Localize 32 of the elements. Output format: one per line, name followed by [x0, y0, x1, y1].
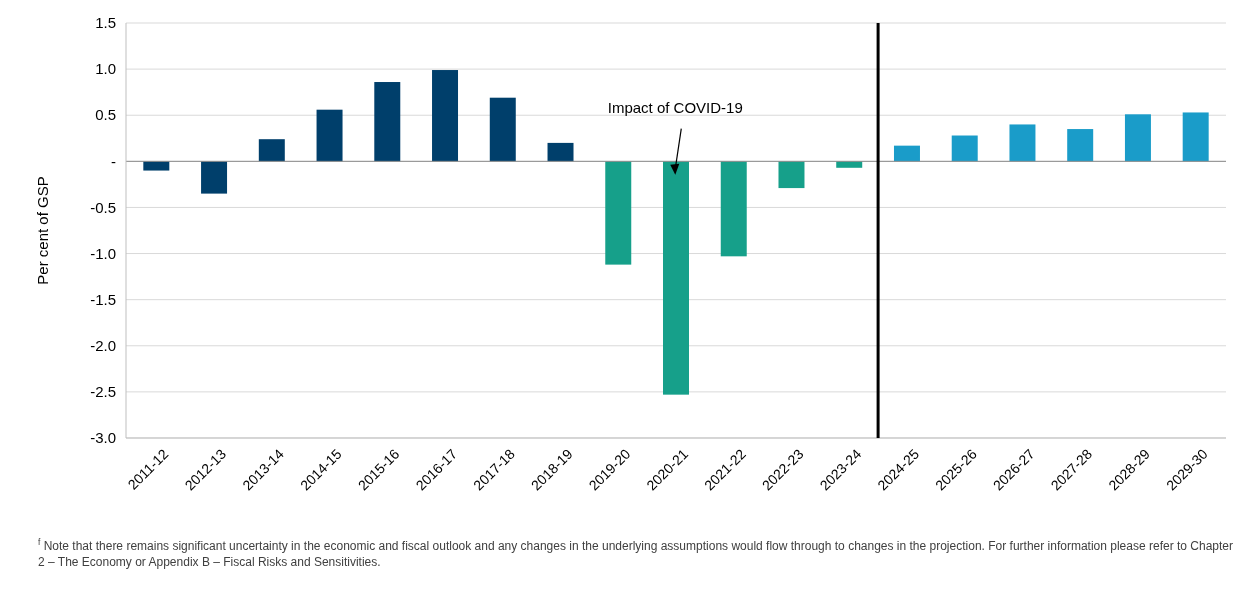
bar [1067, 129, 1094, 162]
bar [893, 145, 920, 162]
y-tick-label: -2.5 [90, 383, 116, 401]
y-tick-label: 1.0 [95, 60, 116, 78]
bar [489, 97, 516, 162]
bar [836, 161, 863, 168]
bar [1124, 114, 1151, 162]
y-tick-label: -3.0 [90, 429, 116, 447]
bar [1009, 124, 1036, 162]
y-tick-label: 0.5 [95, 106, 116, 124]
bar [951, 135, 978, 162]
y-tick-label: -1.0 [90, 244, 116, 262]
bar [432, 70, 459, 162]
bar [143, 161, 170, 171]
bar [258, 139, 285, 162]
y-tick-label: -0.5 [90, 198, 116, 216]
y-axis-title: Per cent of GSP [34, 176, 51, 285]
bar [547, 142, 574, 162]
y-tick-label: 1.5 [95, 14, 116, 32]
bar [201, 161, 228, 194]
text: $^{f}$ Note that there remains significant uncertainty in the economic and fiscal outlook and any changes in the underlying assumptions would flow through to changes in the projection. For further information please refer to Chapter 2 – The Economy or Appendix B – Fiscal Risks and Sensitivities. [38, 537, 1234, 569]
y-tick-label: -2.0 [90, 337, 116, 355]
y-tick-label: - [111, 152, 116, 170]
annotation: Impact of COVID-19 [607, 98, 743, 116]
bar [374, 82, 401, 162]
bar [1182, 112, 1209, 162]
bar [720, 161, 747, 257]
bar [316, 109, 343, 162]
bar [778, 161, 805, 189]
bar [605, 161, 632, 265]
y-tick-label: -1.5 [90, 290, 116, 308]
bar [663, 161, 689, 395]
